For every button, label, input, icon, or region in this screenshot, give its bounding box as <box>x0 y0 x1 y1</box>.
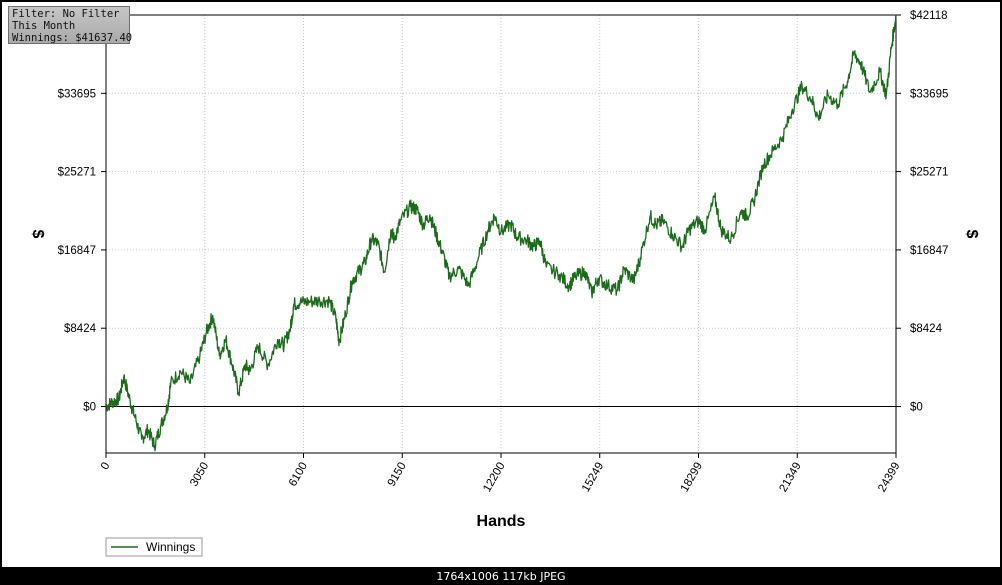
x-tick-label: 12200 <box>481 461 507 495</box>
x-tick-label: 3050 <box>188 461 211 489</box>
y-tick-label-right: $25271 <box>910 167 948 179</box>
winnings-chart: $0 $0 $8424 $8424 $16847 $16847 $25271 $25271 $3… <box>29 10 980 557</box>
x-tick-label: 9150 <box>386 461 409 489</box>
image-status-bar: 1764x1006 117kb JPEG <box>0 568 1002 585</box>
x-tick-label: 24399 <box>876 461 902 495</box>
y-tick-label-left: $0 <box>83 402 96 414</box>
y-tick-label-right: $33695 <box>910 88 948 100</box>
y-tick-label-right: $42118 <box>910 10 948 22</box>
legend: Winnings <box>105 537 203 557</box>
y-axis-label-right: $ <box>963 230 980 239</box>
filter-label: Filter: No Filter <box>12 8 120 20</box>
y-tick-label-right: $16847 <box>910 245 948 257</box>
filter-info-box: Filter: No Filter This Month Winnings: $… <box>8 6 133 44</box>
period-label: This Month <box>12 20 76 32</box>
legend-box <box>105 537 203 557</box>
y-tick-label-right: $8424 <box>910 323 943 335</box>
winnings-label: Winnings: $41637.40 <box>12 32 133 44</box>
y-tick-label-left: $33695 <box>58 88 96 100</box>
y-tick-label-left: $25271 <box>58 167 96 179</box>
x-tick-label: 6100 <box>287 461 310 489</box>
y-tick-label-left: $8424 <box>64 323 97 335</box>
x-tick-label: 15249 <box>580 461 606 495</box>
x-tick-label: 18299 <box>679 461 705 495</box>
y-tick-label-left: $16847 <box>58 245 96 257</box>
series-line-winnings <box>105 14 897 452</box>
x-tick-label: 0 <box>99 461 113 473</box>
y-axis-label-left: $ <box>29 230 46 239</box>
x-axis-label: Hands <box>477 513 526 530</box>
y-tick-label-right: $0 <box>910 402 923 414</box>
legend-label-winnings: Winnings <box>146 540 195 554</box>
axis-ticks: $0 $0 $8424 $8424 $16847 $16847 $25271 $25271 $3… <box>58 10 949 494</box>
x-tick-label: 21349 <box>777 461 803 495</box>
